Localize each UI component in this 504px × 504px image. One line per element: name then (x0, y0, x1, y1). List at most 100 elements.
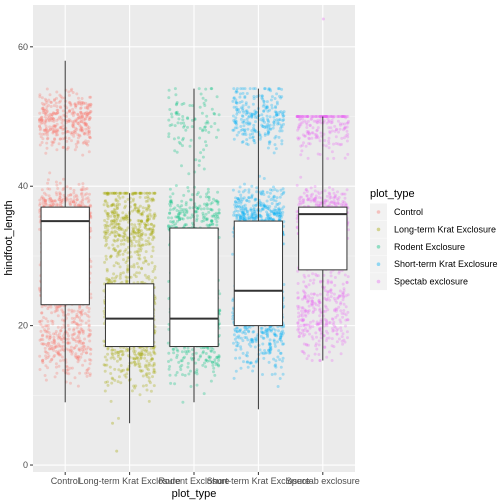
jitter-point (314, 331, 318, 335)
jitter-point (245, 351, 249, 355)
jitter-point (139, 219, 143, 223)
jitter-point (167, 351, 171, 355)
jitter-point (110, 210, 114, 214)
jitter-point (75, 326, 79, 330)
jitter-point (77, 182, 81, 186)
jitter-point (52, 129, 56, 133)
jitter-point (88, 329, 92, 333)
jitter-point (53, 129, 56, 133)
jitter-point (182, 193, 186, 197)
jitter-point (253, 115, 257, 119)
jitter-point (72, 191, 76, 195)
jitter-point (106, 281, 110, 284)
jitter-point (80, 328, 84, 332)
jitter-point (137, 351, 141, 355)
jitter-point (88, 117, 91, 121)
jitter-point (86, 345, 90, 349)
jitter-point (59, 359, 62, 363)
jitter-point (75, 336, 79, 340)
jitter-point (148, 381, 152, 385)
jitter-point (43, 328, 46, 332)
jitter-point (84, 197, 88, 201)
jitter-point (73, 129, 77, 133)
jitter-point (111, 348, 115, 352)
jitter-point (44, 119, 48, 123)
jitter-point (339, 302, 342, 306)
jitter-point (136, 250, 140, 254)
jitter-point (103, 209, 107, 213)
jitter-point (50, 114, 53, 118)
jitter-point (151, 227, 155, 231)
jitter-point (67, 194, 71, 197)
jitter-point (232, 96, 236, 100)
jitter-point (73, 148, 77, 152)
jitter-point (79, 313, 83, 317)
jitter-point (145, 276, 149, 280)
jitter-point (125, 214, 129, 218)
jitter-point (136, 230, 140, 234)
jitter-point (61, 146, 65, 150)
jitter-point (137, 241, 141, 245)
jitter-point (47, 341, 51, 345)
jitter-point (254, 197, 258, 201)
jitter-point (247, 329, 251, 333)
jitter-point (55, 112, 58, 116)
jitter-point (52, 335, 56, 339)
jitter-point (84, 112, 88, 116)
jitter-point (180, 199, 184, 203)
jitter-point (83, 121, 87, 125)
jitter-point (47, 117, 51, 121)
jitter-point (72, 200, 76, 204)
jitter-point (131, 192, 135, 196)
jitter-point (75, 355, 79, 359)
jitter-point (211, 222, 215, 226)
jitter-point (48, 347, 51, 351)
jitter-point (136, 219, 140, 223)
jitter-point (151, 228, 155, 232)
jitter-point (48, 196, 52, 200)
jitter-point (56, 133, 59, 137)
jitter-point (217, 208, 221, 212)
jitter-point (67, 118, 71, 121)
jitter-point (152, 369, 156, 373)
jitter-point (244, 206, 248, 210)
jitter-point (51, 125, 54, 129)
jitter-point (80, 120, 84, 123)
jitter-point (62, 336, 66, 340)
jitter-point (143, 353, 147, 357)
jitter-point (53, 124, 57, 128)
jitter-point (50, 340, 54, 344)
jitter-point (60, 326, 64, 330)
jitter-point (73, 203, 77, 207)
jitter-point (72, 346, 76, 350)
jitter-point (71, 338, 75, 342)
jitter-point (277, 87, 281, 91)
jitter-point (251, 369, 255, 373)
jitter-point (76, 356, 80, 360)
jitter-point (281, 191, 285, 195)
jitter-point (201, 155, 205, 159)
jitter-point (52, 348, 56, 352)
jitter-point (237, 198, 240, 202)
jitter-point (106, 217, 110, 221)
jitter-point (261, 119, 265, 123)
jitter-point (108, 191, 112, 195)
jitter-point (80, 329, 84, 333)
jitter-point (102, 363, 106, 367)
jitter-point (54, 332, 58, 336)
jitter-point (138, 195, 142, 199)
jitter-point (122, 238, 126, 242)
jitter-point (300, 149, 304, 153)
jitter-point (104, 254, 108, 258)
jitter-point (62, 127, 66, 131)
jitter-point (144, 233, 148, 237)
jitter-point (61, 137, 65, 141)
jitter-point (146, 217, 150, 221)
jitter-point (43, 198, 47, 202)
jitter-point (129, 275, 133, 279)
jitter-point (152, 384, 156, 388)
jitter-point (69, 193, 73, 197)
jitter-point (138, 368, 142, 372)
jitter-point (172, 137, 176, 141)
jitter-point (42, 108, 46, 112)
